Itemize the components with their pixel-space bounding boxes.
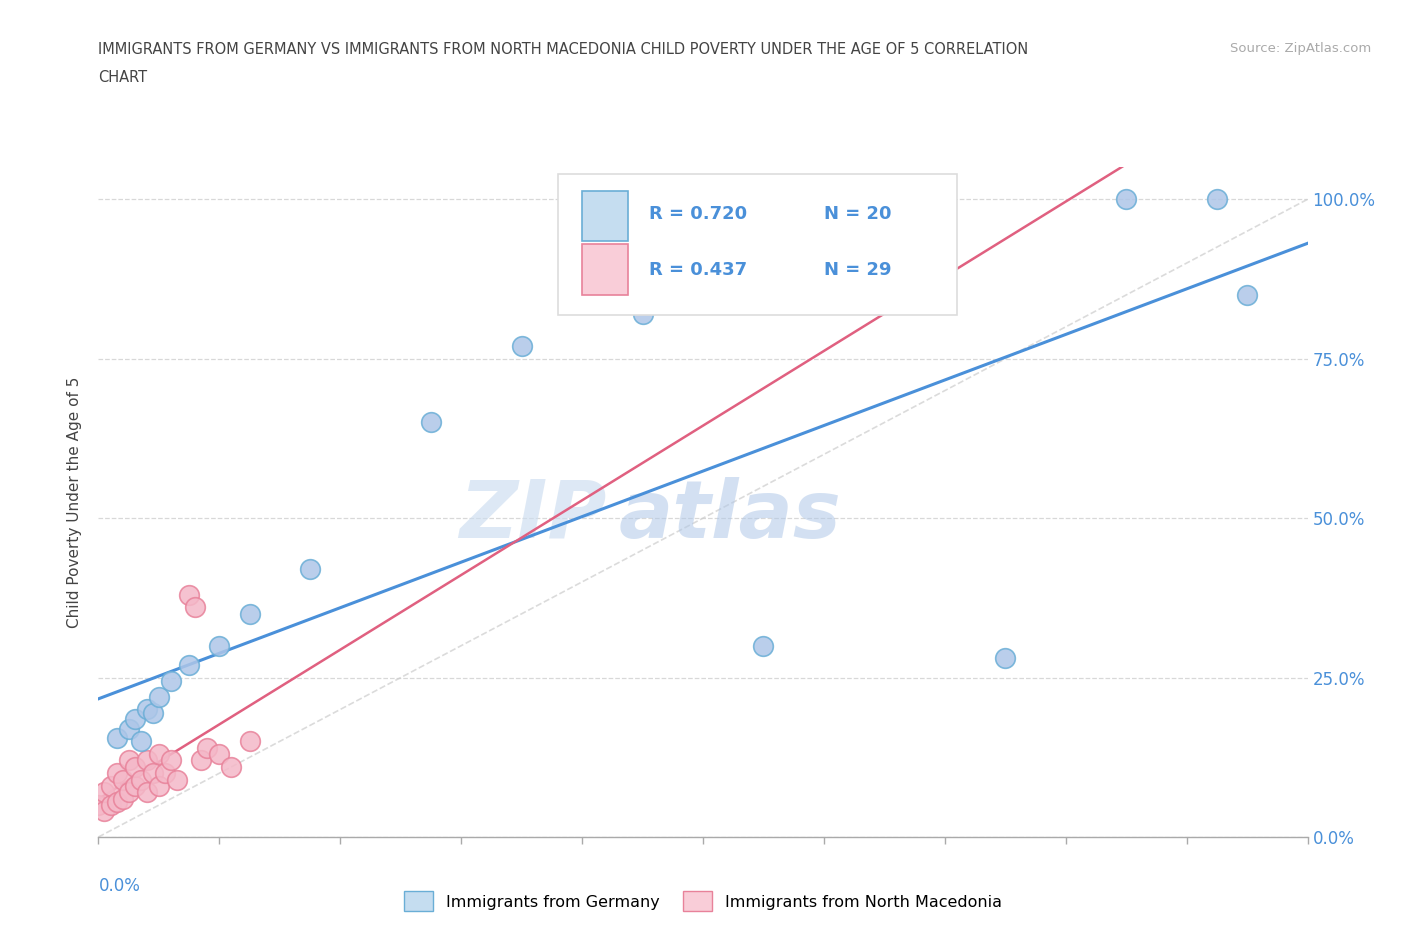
Point bbox=[124, 711, 146, 726]
Text: atlas: atlas bbox=[619, 476, 841, 554]
Point bbox=[208, 747, 231, 762]
Text: R = 0.437: R = 0.437 bbox=[648, 260, 747, 279]
Point bbox=[135, 785, 157, 800]
FancyBboxPatch shape bbox=[582, 191, 628, 241]
Point bbox=[631, 307, 654, 322]
Point bbox=[135, 702, 157, 717]
Point bbox=[184, 600, 207, 615]
Point bbox=[153, 765, 176, 780]
Point bbox=[148, 689, 170, 704]
Point bbox=[87, 798, 110, 813]
Point bbox=[752, 638, 775, 653]
Point bbox=[208, 638, 231, 653]
Point bbox=[124, 760, 146, 775]
Point bbox=[93, 785, 115, 800]
Point bbox=[105, 794, 128, 809]
Text: R = 0.720: R = 0.720 bbox=[648, 206, 747, 223]
Point bbox=[510, 339, 533, 353]
Point bbox=[1115, 192, 1137, 206]
Point bbox=[1206, 192, 1229, 206]
Point bbox=[135, 753, 157, 768]
Point bbox=[221, 760, 243, 775]
Text: CHART: CHART bbox=[98, 70, 148, 85]
Point bbox=[299, 562, 322, 577]
Point bbox=[420, 415, 443, 430]
Point bbox=[142, 705, 165, 720]
Point bbox=[118, 785, 141, 800]
Point bbox=[142, 765, 165, 780]
Point bbox=[111, 791, 134, 806]
Point bbox=[148, 778, 170, 793]
Text: 0.0%: 0.0% bbox=[98, 877, 141, 896]
Point bbox=[148, 747, 170, 762]
Point bbox=[239, 734, 262, 749]
Text: N = 29: N = 29 bbox=[824, 260, 891, 279]
Point bbox=[118, 753, 141, 768]
Point bbox=[129, 734, 152, 749]
Point bbox=[105, 731, 128, 746]
Point bbox=[179, 658, 201, 672]
Y-axis label: Child Poverty Under the Age of 5: Child Poverty Under the Age of 5 bbox=[67, 377, 83, 628]
FancyBboxPatch shape bbox=[558, 174, 957, 314]
Point bbox=[179, 587, 201, 602]
Point bbox=[195, 740, 218, 755]
Point bbox=[124, 778, 146, 793]
Point bbox=[160, 753, 183, 768]
Point bbox=[105, 765, 128, 780]
Point bbox=[129, 772, 152, 787]
FancyBboxPatch shape bbox=[582, 245, 628, 295]
Point bbox=[166, 772, 188, 787]
Point bbox=[160, 673, 183, 688]
Text: N = 20: N = 20 bbox=[824, 206, 891, 223]
Legend: Immigrants from Germany, Immigrants from North Macedonia: Immigrants from Germany, Immigrants from… bbox=[398, 885, 1008, 917]
Point bbox=[239, 606, 262, 621]
Point bbox=[100, 798, 122, 813]
Point bbox=[111, 772, 134, 787]
Point bbox=[190, 753, 212, 768]
Point bbox=[1236, 287, 1258, 302]
Point bbox=[994, 651, 1017, 666]
Text: IMMIGRANTS FROM GERMANY VS IMMIGRANTS FROM NORTH MACEDONIA CHILD POVERTY UNDER T: IMMIGRANTS FROM GERMANY VS IMMIGRANTS FR… bbox=[98, 42, 1029, 57]
Text: ZIP: ZIP bbox=[458, 476, 606, 554]
Point bbox=[118, 721, 141, 736]
Point bbox=[93, 804, 115, 819]
Text: Source: ZipAtlas.com: Source: ZipAtlas.com bbox=[1230, 42, 1371, 55]
Point bbox=[100, 778, 122, 793]
